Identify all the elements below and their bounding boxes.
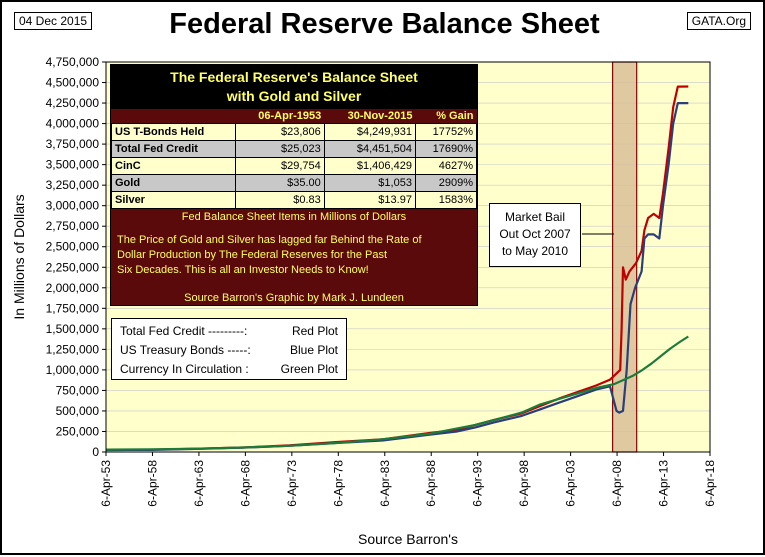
info-row-tbonds: US T-Bonds Held $23,806 $4,249,931 17752… — [111, 123, 478, 141]
bailout-annotation: Market Bail Out Oct 2007 to May 2010 — [489, 203, 581, 267]
info-message-line3: Six Decades. This is all an Investor Nee… — [117, 264, 369, 276]
row-name: Gold — [111, 174, 236, 192]
info-units-note: Fed Balance Sheet Items in Millions of D… — [181, 211, 407, 223]
info-col-name — [111, 109, 236, 124]
y-tick-label: 2,250,000 — [46, 260, 100, 274]
row-value-2015: $4,451,504 — [323, 140, 416, 158]
annotation-line3: to May 2010 — [501, 244, 569, 258]
info-row-silver: Silver $0.83 $13.97 1583% — [111, 191, 478, 209]
y-tick-label: 4,500,000 — [46, 76, 100, 90]
y-tick-label: 4,250,000 — [46, 96, 100, 110]
row-name: CinC — [111, 157, 236, 175]
row-value-1953: $29,754 — [234, 157, 325, 175]
x-tick-label: 6-Apr-78 — [331, 460, 345, 507]
annotation-line2: Out Oct 2007 — [499, 227, 571, 241]
row-value-1953: $35.00 — [234, 174, 325, 192]
info-message-line1: The Price of Gold and Silver has lagged … — [117, 234, 422, 246]
row-value-2015: $1,053 — [323, 174, 416, 192]
y-tick-label: 500,000 — [56, 404, 100, 418]
x-tick-label: 6-Apr-13 — [657, 460, 671, 507]
row-name: Silver — [111, 191, 236, 209]
info-message: The Price of Gold and Silver has lagged … — [117, 233, 473, 278]
legend-desc: Green Plot — [280, 362, 338, 376]
info-table: 06-Apr-1953 30-Nov-2015 % Gain US T-Bond… — [111, 109, 478, 209]
legend-row-currency: Currency In Circulation : Green Plot — [120, 360, 338, 379]
x-tick-label: 6-Apr-93 — [471, 460, 485, 507]
row-value-1953: $0.83 — [234, 191, 325, 209]
legend-desc: Blue Plot — [289, 343, 338, 357]
series-line-currency-in-circulation — [105, 335, 689, 451]
y-tick-label: 250,000 — [56, 424, 100, 438]
x-tick-label: 6-Apr-18 — [703, 460, 717, 507]
y-tick-label: 2,750,000 — [46, 219, 100, 233]
y-tick-label: 1,250,000 — [46, 342, 100, 356]
x-tick-label: 6-Apr-88 — [424, 460, 438, 507]
legend-desc: Red Plot — [291, 324, 338, 338]
x-tick-label: 6-Apr-68 — [238, 460, 252, 507]
x-tick-label: 6-Apr-53 — [99, 460, 113, 507]
row-gain: 17752% — [414, 123, 478, 141]
x-tick-label: 6-Apr-03 — [564, 460, 578, 507]
row-value-2015: $4,249,931 — [323, 123, 416, 141]
plot-border — [105, 61, 711, 453]
y-tick-label: 750,000 — [56, 383, 100, 397]
info-message-line2: Dollar Production by The Federal Reserve… — [117, 249, 388, 261]
y-axis-label: In Millions of Dollars — [11, 194, 27, 319]
row-gain: 17690% — [414, 140, 478, 158]
row-value-2015: $1,406,429 — [323, 157, 416, 175]
row-value-2015: $13.97 — [323, 191, 416, 209]
info-table-header: 06-Apr-1953 30-Nov-2015 % Gain — [111, 109, 477, 124]
y-tick-label: 4,750,000 — [46, 55, 100, 69]
info-box: The Federal Reserve's Balance Sheet with… — [110, 64, 478, 306]
info-title-line1: The Federal Reserve's Balance Sheet — [170, 69, 418, 85]
row-value-1953: $25,023 — [234, 140, 325, 158]
y-tick-label: 3,750,000 — [46, 137, 100, 151]
legend-box: Total Fed Credit ---------: Red Plot US … — [111, 318, 347, 380]
row-value-1953: $23,806 — [234, 123, 325, 141]
info-box-title: The Federal Reserve's Balance Sheet with… — [111, 65, 477, 109]
legend-label: Total Fed Credit ---------: — [120, 324, 248, 338]
x-tick-label: 6-Apr-98 — [517, 460, 531, 507]
row-name: US T-Bonds Held — [111, 123, 236, 141]
date-label: 04 Dec 2015 — [14, 12, 93, 30]
info-row-total-fed-credit: Total Fed Credit $25,023 $4,451,504 1769… — [111, 140, 478, 158]
info-col-2015: 30-Nov-2015 — [324, 109, 416, 124]
legend-label: Currency In Circulation : — [120, 362, 249, 376]
y-tick-label: 2,500,000 — [46, 240, 100, 254]
x-tick-label: 6-Apr-63 — [192, 460, 206, 507]
x-axis-label: Source Barron's — [358, 531, 458, 547]
row-name: Total Fed Credit — [111, 140, 236, 158]
info-title-line2: with Gold and Silver — [226, 88, 362, 104]
y-tick-label: 3,250,000 — [46, 178, 100, 192]
info-col-1953: 06-Apr-1953 — [235, 109, 325, 124]
legend-row-total-fed-credit: Total Fed Credit ---------: Red Plot — [120, 322, 338, 341]
legend-row-us-tbonds: US Treasury Bonds -----: Blue Plot — [120, 341, 338, 360]
y-tick-label: 4,000,000 — [46, 117, 100, 131]
info-col-gain: % Gain — [415, 109, 477, 124]
legend-label: US Treasury Bonds -----: — [120, 343, 251, 357]
y-tick-label: 3,000,000 — [46, 199, 100, 213]
x-tick-label: 6-Apr-08 — [610, 460, 624, 507]
x-tick-label: 6-Apr-58 — [145, 460, 159, 507]
y-tick-label: 1,750,000 — [46, 301, 100, 315]
x-tick-label: 6-Apr-73 — [285, 460, 299, 507]
row-gain: 4627% — [414, 157, 478, 175]
info-row-gold: Gold $35.00 $1,053 2909% — [111, 174, 478, 192]
annotation-line1: Market Bail — [504, 210, 566, 224]
y-tick-label: 3,500,000 — [46, 158, 100, 172]
y-tick-label: 0 — [92, 445, 99, 459]
info-credit: Source Barron's Graphic by Mark J. Lunde… — [184, 292, 404, 304]
y-tick-label: 1,000,000 — [46, 363, 100, 377]
chart-title: Federal Reserve Balance Sheet — [169, 8, 600, 40]
info-row-cinc: CinC $29,754 $1,406,429 4627% — [111, 157, 478, 175]
row-gain: 1583% — [414, 191, 478, 209]
x-tick-label: 6-Apr-83 — [378, 460, 392, 507]
row-gain: 2909% — [414, 174, 478, 192]
y-tick-label: 2,000,000 — [46, 281, 100, 295]
site-label: GATA.Org — [686, 12, 751, 30]
y-tick-label: 1,500,000 — [46, 322, 100, 336]
